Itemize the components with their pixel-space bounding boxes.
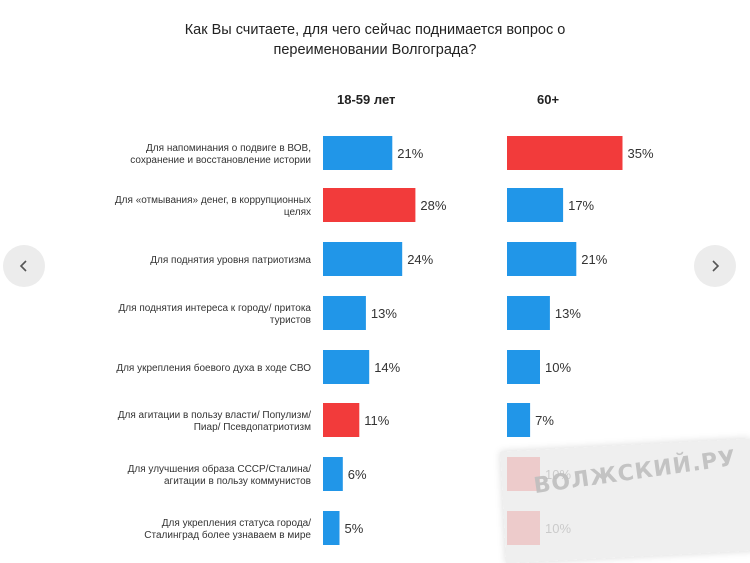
next-slide-button[interactable] [694,245,736,287]
category-label: туристов [270,315,311,326]
bar-60-plus [507,350,540,384]
bar-18-59 [323,350,370,384]
category-label: Для «отмывания» денег, в коррупционных [115,195,311,206]
column-header-18-59: 18-59 лет [337,92,396,107]
category-label: целях [284,207,311,218]
bar-18-59 [323,242,403,276]
bar-18-59 [323,296,366,330]
category-label: Для укрепления статуса города/ [162,518,311,529]
chart-title: Как Вы считаете, для чего сейчас поднима… [0,20,750,60]
category-label: агитации в пользу коммунистов [164,476,311,487]
category-label: Сталинград более узнаваем в мире [144,529,311,541]
category-label: сохранение и восстановление истории [130,155,311,166]
bar-60-plus [507,188,564,222]
category-label: Пиар/ Псевдопатриотизм [194,422,311,433]
value-label: 11% [364,413,389,428]
value-label: 6% [348,467,367,482]
chevron-left-icon [19,260,27,272]
chart-title-line-1: Как Вы считаете, для чего сейчас поднима… [184,22,566,38]
value-label: 28% [420,198,446,213]
bar-18-59 [323,136,393,170]
bar-18-59 [323,188,416,222]
bar-18-59 [323,511,340,545]
category-label: Для улучшения образа СССР/Сталина/ [128,463,312,475]
prev-slide-button[interactable] [3,245,45,287]
value-label: 10% [545,360,571,375]
value-label: 17% [568,198,594,213]
chart-title-line-2: переименовании Волгограда? [273,42,477,58]
bar-60-plus [507,136,623,170]
category-label: Для агитации в пользу власти/ Популизм/ [118,410,311,421]
bar-60-plus [507,296,550,330]
bar-60-plus [507,403,531,437]
category-label: Для поднятия интереса к городу/ притока [119,303,312,314]
value-label: 13% [371,306,397,321]
category-label: Для напоминания о подвиге в ВОВ, [146,143,311,154]
value-label: 7% [535,413,554,428]
category-label: Для укрепления боевого духа в ходе СВО [116,362,311,374]
chevron-right-icon [712,260,720,272]
bar-18-59 [323,457,343,491]
value-label: 14% [374,360,400,375]
bar-60-plus [507,242,577,276]
value-label: 21% [581,252,607,267]
column-header-60-plus: 60+ [537,92,560,107]
value-label: 21% [397,146,423,161]
value-label: 5% [345,521,364,536]
bar-18-59 [323,403,360,437]
value-label: 13% [555,306,581,321]
value-label: 24% [407,252,433,267]
category-label: Для поднятия уровня патриотизма [150,255,311,266]
value-label: 35% [628,146,654,161]
